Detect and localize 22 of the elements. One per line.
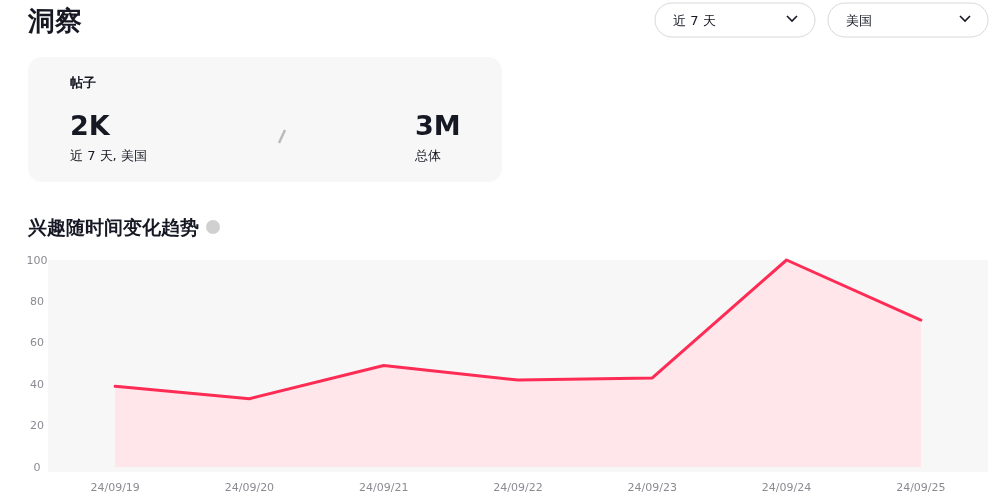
y-tick-label: 60 — [30, 336, 44, 350]
text: 近 7 天, 美国 — [70, 148, 147, 163]
text: 美国 — [846, 13, 872, 28]
text: 帖子 — [70, 75, 96, 90]
x-tick-label: 24/09/22 — [493, 481, 543, 494]
x-tick-label: 24/09/21 — [359, 481, 409, 494]
x-tick-label: 24/09/25 — [896, 481, 946, 494]
chart-title: 洞察 — [27, 5, 82, 36]
chart-subtitle: 兴趣随时间变化趋势 — [27, 216, 199, 238]
text: 2K — [70, 110, 111, 141]
x-tick-label: 24/09/24 — [761, 481, 812, 494]
y-tick-label: 20 — [30, 419, 44, 433]
x-tick-label: 24/09/20 — [224, 481, 275, 494]
text: 近 7 天 — [673, 13, 716, 28]
text: 3M — [415, 110, 461, 141]
y-tick-label: 40 — [30, 377, 44, 391]
x-tick-label: 24/09/19 — [90, 481, 140, 494]
x-tick-label: 24/09/23 — [627, 481, 677, 494]
y-tick-label: 100 — [26, 253, 48, 267]
text: 总体 — [414, 148, 441, 163]
y-tick-label: 0 — [33, 460, 41, 474]
y-tick-label: 80 — [30, 294, 44, 308]
